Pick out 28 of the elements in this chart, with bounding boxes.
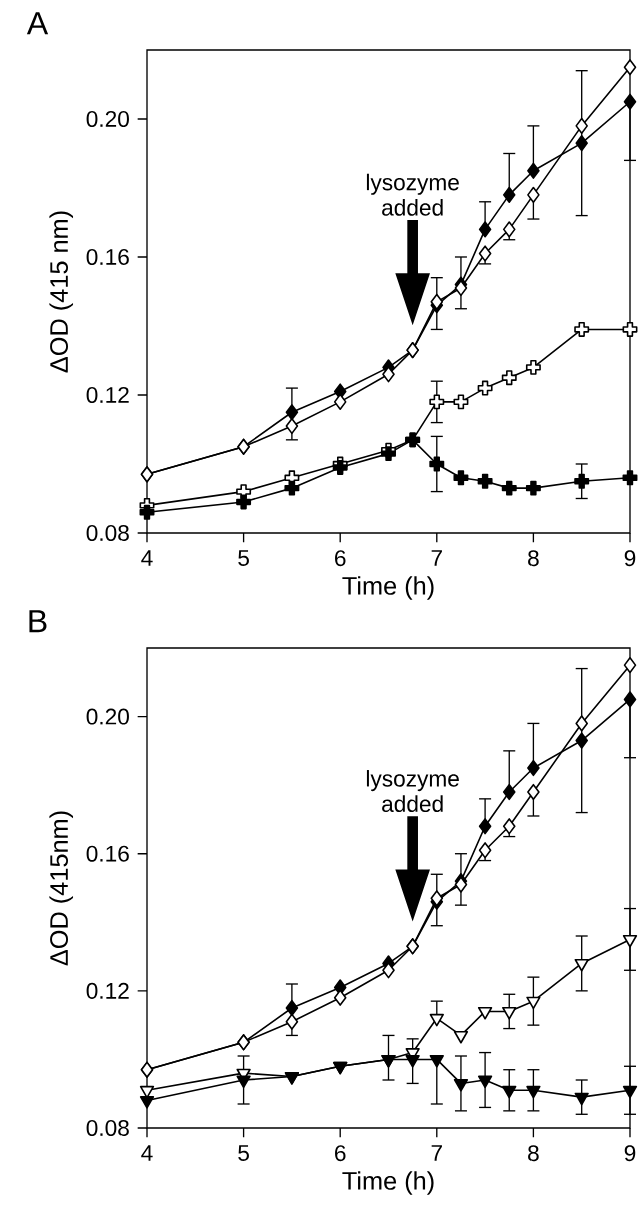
chart-title: A — [26, 12, 49, 35]
y-tick-label: 0.12 — [86, 386, 129, 404]
x-tick-label: 4 — [141, 1145, 153, 1161]
y-tick-label: 0.08 — [86, 524, 129, 542]
x-tick-label: 7 — [431, 1145, 443, 1161]
x-axis-title: Time (h) — [342, 576, 434, 600]
x-tick-label: 5 — [238, 550, 250, 566]
x-tick-label: 8 — [528, 1145, 539, 1162]
x-tick-label: 7 — [431, 550, 443, 566]
y-tick-label: 0.20 — [86, 110, 130, 128]
x-tick-label: 6 — [335, 1145, 346, 1162]
y-tick-label: 0.20 — [86, 708, 130, 725]
y-axis-title: ΔOD (415 nm) — [49, 211, 74, 373]
x-tick-label: 8 — [528, 550, 539, 567]
y-tick-label: 0.16 — [86, 845, 129, 862]
annotation: lysozyme added — [367, 770, 459, 813]
y-axis-title: ΔOD (415nm) — [49, 811, 74, 966]
x-tick-label: 9 — [624, 1145, 636, 1162]
x-tick-label: 9 — [624, 550, 636, 567]
y-tick-label: 0.08 — [86, 1119, 129, 1137]
chart-title: B — [29, 610, 47, 633]
x-tick-label: 6 — [335, 550, 346, 567]
x-tick-label: 4 — [141, 550, 153, 566]
x-tick-label: 5 — [238, 1145, 250, 1161]
y-tick-label: 0.16 — [86, 248, 129, 266]
x-axis-title: Time (h) — [342, 1171, 434, 1195]
annotation: lysozyme added — [367, 173, 459, 216]
y-tick-label: 0.12 — [86, 982, 129, 999]
